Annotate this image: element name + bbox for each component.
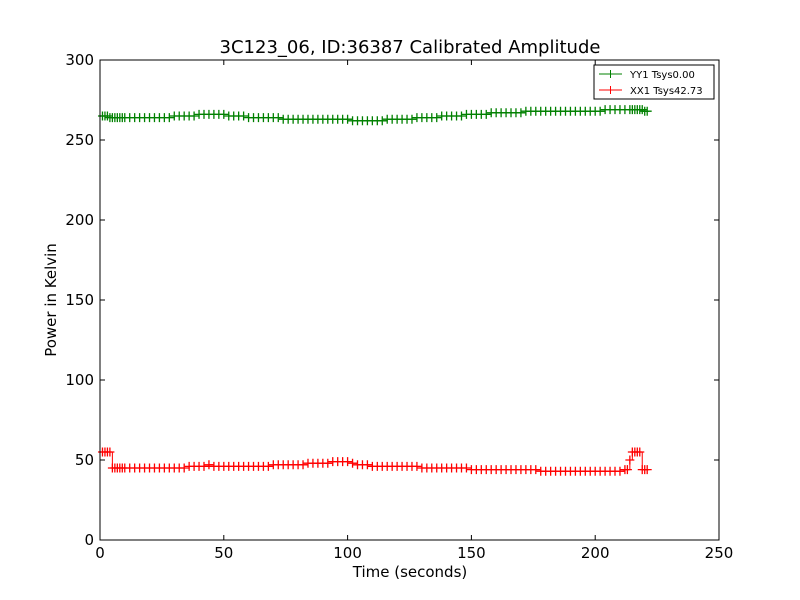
y-tick-label: 200 — [65, 211, 94, 229]
y-tick-label: 150 — [65, 291, 94, 309]
data-point — [642, 106, 652, 116]
data-point — [516, 108, 526, 118]
data-point — [273, 113, 283, 123]
series-0 — [97, 105, 652, 126]
data-point — [461, 463, 471, 473]
data-point — [362, 460, 372, 470]
data-point — [219, 109, 229, 119]
data-point — [204, 460, 214, 470]
data-point — [377, 116, 387, 126]
y-tick-label: 50 — [75, 451, 94, 469]
data-point — [343, 457, 353, 467]
x-tick-label: 100 — [333, 544, 362, 562]
data-point — [635, 447, 645, 457]
data-point — [263, 461, 273, 471]
legend-label-xx1: XX1 Tsys42.73 — [630, 86, 703, 97]
legend: YY1 Tsys0.00 XX1 Tsys42.73 — [593, 64, 715, 100]
tick-layer: 0 50 100 150 200 250 0 50 100 150 200 250 300 — [65, 51, 733, 562]
y-tick-label: 250 — [65, 131, 94, 149]
data-point — [179, 463, 189, 473]
x-tick-label: 0 — [95, 544, 105, 562]
data-point — [432, 113, 442, 123]
x-tick-label: 250 — [705, 544, 734, 562]
data-point — [595, 106, 605, 116]
data-point — [625, 455, 635, 465]
y-tick-label: 100 — [65, 371, 94, 389]
legend-box — [593, 64, 715, 100]
data-point — [343, 114, 353, 124]
y-tick-label: 300 — [65, 51, 94, 69]
data-point — [642, 465, 652, 475]
data-point — [481, 109, 491, 119]
x-axis-label: Time (seconds) — [352, 563, 468, 581]
x-tick-label: 200 — [581, 544, 610, 562]
x-tick-label: 150 — [457, 544, 486, 562]
data-point — [323, 458, 333, 468]
data-point — [239, 111, 249, 121]
legend-label-yy1: YY1 Tsys0.00 — [629, 70, 695, 81]
data-point — [456, 111, 466, 121]
data-point — [298, 460, 308, 470]
data-point — [199, 461, 209, 471]
series-1 — [97, 447, 652, 476]
series-layer — [97, 105, 652, 476]
data-point — [622, 465, 632, 475]
y-tick-label: 0 — [84, 531, 94, 549]
chart-title: 3C123_06, ID:36387 Calibrated Amplitude — [220, 37, 601, 58]
data-point — [348, 458, 358, 468]
data-point — [164, 113, 174, 123]
data-point — [531, 465, 541, 475]
x-tick-label: 50 — [214, 544, 233, 562]
data-point — [407, 114, 417, 124]
data-point — [412, 461, 422, 471]
data-point — [189, 111, 199, 121]
data-point — [105, 447, 115, 457]
y-axis-label: Power in Kelvin — [42, 243, 60, 357]
data-point — [615, 466, 625, 476]
